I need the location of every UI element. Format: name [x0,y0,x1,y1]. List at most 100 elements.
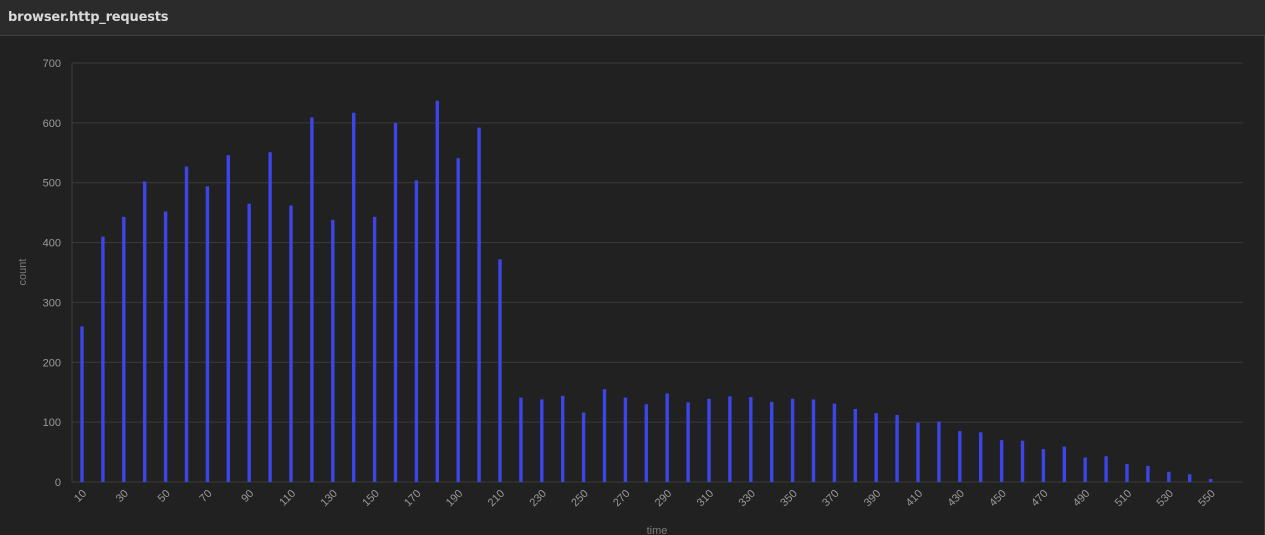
bar[interactable] [581,412,586,482]
bar[interactable] [790,398,795,482]
bar[interactable] [1125,464,1129,482]
x-tick-label: 550 [1196,488,1217,509]
y-axis-ticks: 0 100 200 300 400 500 600 700 [43,58,61,489]
bar[interactable] [268,152,272,482]
y-tick-label: 700 [43,58,61,70]
bar[interactable] [393,122,398,483]
x-tick-label: 250 [569,488,590,509]
bar[interactable] [602,389,607,482]
x-tick-label: 30 [114,488,131,505]
bar[interactable] [477,127,481,483]
bar[interactable] [1167,471,1171,482]
bar[interactable] [979,432,983,482]
x-tick-label: 390 [862,488,883,509]
bar[interactable] [435,100,439,483]
bar[interactable] [163,211,168,482]
bar[interactable] [1020,440,1025,482]
bar[interactable] [561,395,565,482]
y-tick-label: 0 [55,477,61,489]
bar[interactable] [770,401,774,482]
bar[interactable] [1146,465,1150,482]
x-tick-label: 450 [987,488,1008,509]
x-tick-label: 190 [444,488,465,509]
grid-lines [71,62,1243,483]
bars [80,100,1213,483]
x-tick-label: 70 [197,488,214,505]
bar[interactable] [331,219,335,482]
bar[interactable] [372,216,377,482]
x-tick-label: 170 [402,488,423,509]
bar[interactable] [832,403,837,482]
x-tick-label: 490 [1071,488,1092,509]
bar[interactable] [519,397,523,482]
x-tick-label: 410 [904,488,925,509]
bar[interactable] [184,166,189,483]
bar[interactable] [1188,474,1192,482]
x-tick-label: 430 [946,488,967,509]
y-tick-label: 200 [43,357,61,369]
x-tick-label: 330 [737,488,758,509]
bar[interactable] [999,440,1004,482]
bar[interactable] [728,396,732,482]
y-tick-label: 100 [43,417,61,429]
x-tick-label: 10 [72,488,89,505]
bar[interactable] [226,155,230,482]
x-tick-label: 90 [239,488,256,505]
bar[interactable] [352,112,356,483]
x-tick-label: 350 [778,488,799,509]
bar[interactable] [874,413,878,482]
x-tick-label: 470 [1029,488,1050,509]
x-tick-label: 270 [611,488,632,509]
bar[interactable] [644,404,648,482]
bar[interactable] [623,397,628,482]
bar[interactable] [916,422,920,482]
x-tick-label: 150 [360,488,381,509]
x-tick-label: 310 [695,488,716,509]
bar[interactable] [498,259,502,482]
y-tick-label: 300 [43,297,61,309]
x-tick-label: 130 [319,488,340,509]
bar[interactable] [1062,446,1066,482]
bar[interactable] [958,431,962,482]
bar[interactable] [665,393,669,482]
bar[interactable] [101,236,105,482]
bar[interactable] [143,181,147,482]
bar[interactable] [205,186,210,482]
bar[interactable] [811,399,816,482]
x-tick-label: 50 [156,488,173,505]
bar[interactable] [749,397,753,482]
x-tick-label: 210 [486,488,507,509]
bar[interactable] [247,203,251,482]
bar[interactable] [1041,449,1046,482]
bar[interactable] [456,158,460,483]
x-tick-label: 530 [1155,488,1176,509]
bar[interactable] [853,408,857,482]
bar[interactable] [895,414,899,482]
bar[interactable] [1104,456,1108,482]
bar[interactable] [310,117,314,482]
bar[interactable] [937,421,941,482]
x-axis-ticks: 10 30 50 70 90 110 130 150 170 190 210 230 250 270 290… [72,488,1218,509]
y-tick-label: 600 [43,118,61,130]
x-axis-label: time [647,525,668,535]
x-tick-label: 370 [820,488,841,509]
x-tick-label: 290 [653,488,674,509]
y-tick-label: 500 [43,178,61,190]
bar[interactable] [414,180,419,482]
x-tick-label: 110 [277,488,298,509]
bar[interactable] [122,216,126,482]
bar[interactable] [1083,457,1087,482]
x-tick-label: 230 [528,488,549,509]
bar[interactable] [707,398,711,482]
bar[interactable] [686,402,690,482]
bar[interactable] [1208,479,1213,482]
bar[interactable] [289,205,293,482]
y-tick-label: 400 [43,238,61,250]
bar[interactable] [540,399,544,482]
bar[interactable] [80,326,84,482]
x-tick-label: 510 [1113,488,1134,509]
panel-title: browser.http_requests [8,10,169,25]
y-axis-label: count [17,259,29,286]
